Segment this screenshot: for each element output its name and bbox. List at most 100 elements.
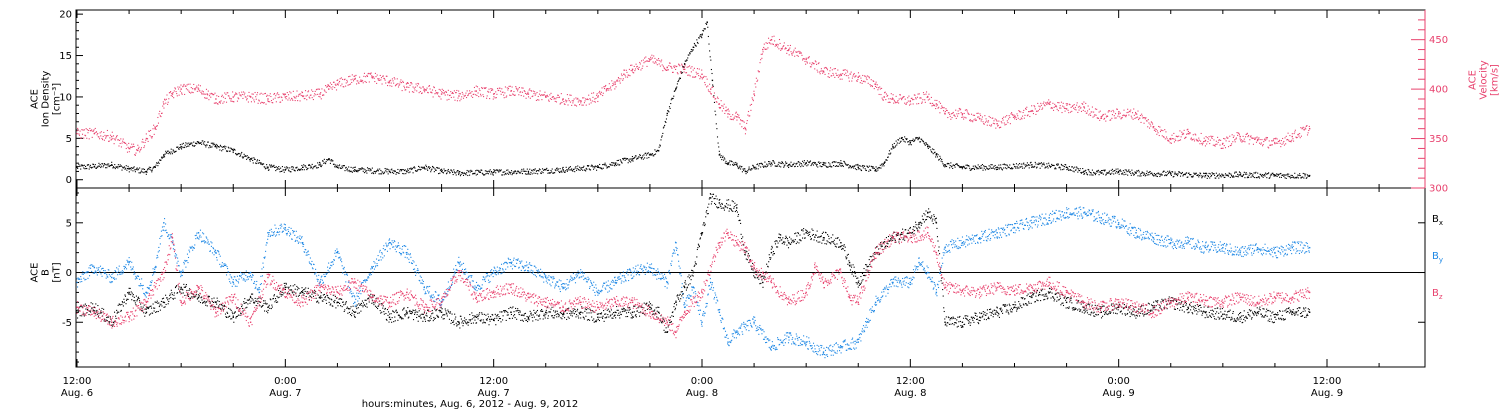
density-sample (143, 172, 145, 174)
density-sample (651, 153, 653, 155)
velocity-sample (79, 130, 81, 132)
velocity-sample (1223, 145, 1225, 147)
velocity-sample (245, 96, 247, 98)
velocity-sample (486, 95, 488, 97)
density-sample (840, 165, 843, 167)
velocity-sample (1257, 138, 1259, 140)
velocity-sample (551, 98, 553, 101)
density-sample (517, 170, 519, 172)
velocity-sample (474, 90, 476, 92)
bx-sample (337, 301, 340, 304)
velocity-sample (304, 97, 306, 100)
density-sample (181, 148, 183, 150)
bx-sample (329, 304, 331, 306)
velocity-sample (771, 39, 773, 41)
velocity-sample (369, 73, 372, 75)
velocity-sample (664, 67, 666, 69)
bx-sample (323, 298, 325, 301)
density-sample (709, 50, 711, 52)
velocity-sample (91, 129, 93, 131)
velocity-sample (255, 98, 257, 100)
velocity-sample (1071, 110, 1073, 112)
density-sample (264, 168, 266, 170)
velocity-sample (904, 102, 906, 104)
density-sample (202, 140, 204, 142)
velocity-sample (463, 95, 465, 97)
velocity-sample (1235, 137, 1237, 139)
velocity-sample (247, 95, 249, 97)
density-sample (1232, 175, 1234, 177)
density-sample (1065, 164, 1067, 166)
velocity-sample (276, 93, 278, 95)
density-sample (430, 171, 432, 173)
velocity-sample (308, 90, 310, 92)
velocity-sample (934, 99, 936, 101)
density-sample (823, 162, 825, 164)
density-sample (1041, 165, 1043, 167)
density-sample (644, 152, 646, 154)
density-sample (972, 168, 974, 170)
velocity-sample (912, 99, 914, 101)
velocity-sample (251, 93, 253, 95)
bx-sample (96, 309, 98, 312)
density-sample (1201, 177, 1203, 179)
density-sample (327, 159, 329, 161)
density-sample (560, 171, 562, 173)
velocity-sample (694, 76, 696, 78)
velocity-sample (80, 137, 82, 139)
density-sample (1091, 169, 1093, 171)
velocity-sample (963, 112, 965, 115)
density-sample (256, 159, 259, 161)
density-sample (459, 171, 461, 173)
density-sample (362, 170, 364, 172)
density-sample (265, 167, 267, 169)
density-sample (98, 162, 100, 164)
density-sample (196, 141, 198, 143)
bx-sample (336, 301, 339, 303)
density-sample (1017, 167, 1019, 169)
bx-sample (325, 299, 327, 301)
density-sample (783, 166, 785, 168)
density-sample (269, 164, 271, 166)
density-sample (591, 165, 593, 167)
bx-sample (194, 296, 196, 298)
velocity-sample (1101, 115, 1103, 117)
density-point (232, 150, 234, 152)
bx-point (406, 311, 408, 314)
velocity-sample (218, 95, 220, 98)
velocity-sample (122, 138, 124, 140)
velocity-sample (246, 99, 248, 101)
velocity-sample (1203, 140, 1205, 143)
density-sample (780, 162, 782, 165)
density-sample (821, 165, 823, 168)
velocity-sample (597, 100, 599, 103)
bx-sample (186, 293, 189, 295)
velocity-sample (163, 107, 165, 109)
density-sample (477, 169, 479, 172)
density-sample (1123, 174, 1125, 176)
density-sample (815, 165, 818, 167)
density-sample (905, 138, 907, 140)
velocity-sample (249, 95, 251, 97)
velocity-sample (249, 95, 251, 97)
density-sample (1006, 168, 1008, 170)
bx-sample (197, 297, 199, 299)
density-sample (474, 172, 476, 174)
velocity-sample (119, 139, 121, 141)
velocity-sample (724, 110, 726, 112)
velocity-sample (1293, 133, 1295, 135)
density-sample (1056, 164, 1058, 166)
velocity-sample (169, 91, 171, 94)
density-sample (157, 165, 159, 167)
density-sample (865, 169, 867, 171)
velocity-sample (1305, 128, 1307, 130)
density-sample (154, 166, 156, 168)
density-sample (659, 144, 661, 146)
density-sample (220, 145, 222, 148)
velocity-point (1308, 127, 1311, 130)
density-sample (361, 167, 363, 169)
bx-sample (333, 302, 335, 304)
velocity-sample (1040, 104, 1042, 106)
velocity-sample (512, 93, 514, 95)
density-sample (812, 162, 814, 164)
